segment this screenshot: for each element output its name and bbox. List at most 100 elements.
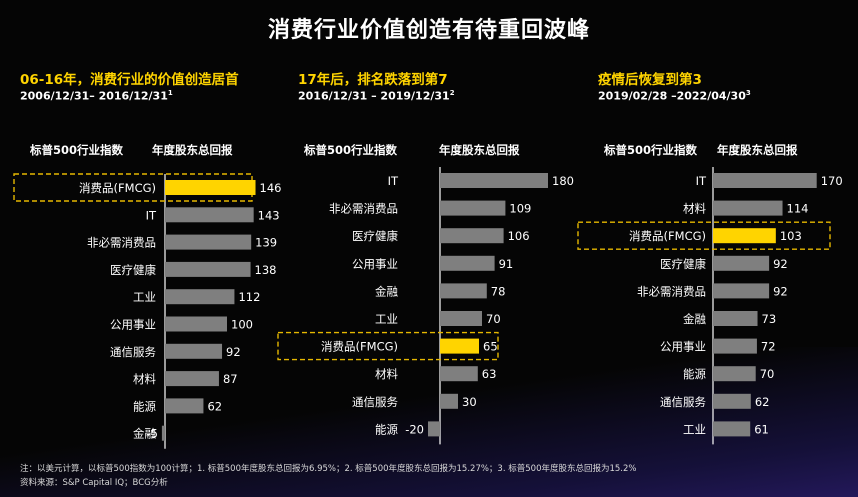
- bar: [165, 343, 223, 359]
- category-label: 非必需消费品: [637, 284, 706, 298]
- panel-heading: 06-16年，消费行业的价值创造居首: [20, 72, 239, 88]
- category-label: 消费品(FMCG): [79, 181, 156, 195]
- bar: [165, 234, 252, 250]
- value-label: 91: [499, 257, 514, 271]
- bar: [440, 311, 482, 326]
- category-label: 公用事业: [352, 257, 398, 271]
- bar: [713, 200, 783, 216]
- bar: [165, 261, 251, 277]
- panel-period: 2019/02/28 –2022/04/303: [598, 89, 751, 103]
- value-label: 61: [754, 422, 769, 436]
- value-label: 146: [260, 181, 282, 195]
- column-header-index: 标普500行业指数: [30, 143, 124, 157]
- category-label: 医疗健康: [110, 263, 156, 277]
- value-label: 87: [223, 372, 238, 386]
- bar: [165, 316, 227, 332]
- value-label: 109: [509, 202, 531, 216]
- category-label: 非必需消费品: [329, 202, 398, 216]
- page-title: 消费行业价值创造有待重回波峰: [267, 18, 590, 43]
- value-label: 92: [773, 257, 788, 271]
- bar: [713, 255, 770, 271]
- category-label: 工业: [375, 312, 398, 326]
- category-label: IT: [388, 174, 399, 188]
- category-label: 金融: [375, 284, 398, 298]
- category-label: 消费品(FMCG): [629, 229, 706, 243]
- value-label: 92: [226, 345, 241, 359]
- panel-period: 2006/12/31– 2016/12/311: [20, 89, 173, 103]
- value-label: 170: [821, 174, 843, 188]
- value-label: -5: [146, 427, 157, 441]
- bar: [440, 338, 479, 354]
- highlight-box: [577, 221, 831, 250]
- category-label: 通信服务: [110, 345, 156, 359]
- value-label: 92: [773, 284, 788, 298]
- category-label: 医疗健康: [660, 257, 706, 271]
- bar: [440, 366, 478, 382]
- value-label: 62: [755, 395, 770, 409]
- bar: [165, 371, 219, 387]
- column-header-index: 标普500行业指数: [304, 143, 398, 157]
- bar: [440, 200, 506, 216]
- value-label: 103: [780, 229, 802, 243]
- category-label: 能源: [375, 422, 398, 436]
- value-label: -20: [405, 422, 424, 436]
- value-label: 65: [483, 340, 498, 354]
- category-label: 能源: [133, 399, 156, 413]
- value-label: 114: [787, 202, 809, 216]
- category-label: 通信服务: [352, 395, 398, 409]
- bar: [713, 393, 751, 409]
- chart-panel-2006-2016: 06-16年，消费行业的价值创造居首 2006/12/31– 2016/12/3…: [13, 68, 282, 449]
- chart-panel-2016-2019: 17年后，排名跌落到第7 2016/12/31 – 2019/12/312 标普…: [277, 68, 574, 448]
- bar: [440, 283, 487, 299]
- column-header-return: 年度股东总回报: [439, 143, 520, 157]
- value-label: 62: [207, 399, 222, 413]
- bar: [440, 255, 495, 271]
- value-label: 70: [486, 312, 501, 326]
- category-label: 材料: [133, 372, 156, 386]
- bar: [713, 311, 758, 326]
- value-label: 72: [761, 340, 776, 354]
- column-header-index: 标普500行业指数: [604, 143, 698, 157]
- category-label: IT: [146, 208, 157, 222]
- bar: [713, 421, 751, 437]
- category-label: 公用事业: [660, 340, 706, 354]
- bar: [713, 228, 776, 244]
- bar: [165, 180, 256, 195]
- category-label: 公用事业: [110, 318, 156, 332]
- bar: [713, 366, 756, 382]
- bar: [165, 289, 235, 305]
- bar: [440, 393, 458, 409]
- value-label: 180: [552, 174, 574, 188]
- bar-chart: IT 180 非必需消费品 109 医疗健康 106 公用事业 91 金融 78 工业 70 消费品(F…: [277, 167, 574, 445]
- category-label: 金融: [683, 312, 706, 326]
- category-label: 医疗健康: [352, 229, 398, 243]
- bar: [161, 425, 165, 441]
- bar: [713, 173, 817, 188]
- value-label: 139: [255, 236, 277, 250]
- category-label: 能源: [683, 367, 706, 381]
- bar: [165, 207, 254, 223]
- value-label: 73: [762, 312, 777, 326]
- value-label: 138: [255, 263, 277, 277]
- value-label: 63: [482, 367, 497, 381]
- bar: [440, 173, 548, 188]
- bar: [428, 421, 440, 437]
- column-header-return: 年度股东总回报: [152, 143, 233, 157]
- highlight-box: [277, 331, 499, 361]
- category-label: 非必需消费品: [87, 236, 156, 250]
- value-label: 70: [760, 367, 775, 381]
- category-label: 消费品(FMCG): [321, 340, 398, 354]
- category-label: 工业: [133, 290, 156, 304]
- value-label: 112: [238, 290, 260, 304]
- value-label: 78: [491, 284, 506, 298]
- value-label: 143: [258, 208, 280, 222]
- bar: [165, 398, 204, 414]
- bar-chart: 消费品(FMCG) 146 IT 143 非必需消费品 139 医疗健康 138 工业 112 公用…: [13, 173, 282, 449]
- category-label: 通信服务: [660, 395, 706, 409]
- bar-chart: IT 170 材料 114 消费品(FMCG) 103 医疗健康 92 非必需消费品 92 金融 73…: [577, 167, 843, 445]
- value-label: 30: [462, 395, 477, 409]
- category-label: 金融: [133, 427, 156, 441]
- category-label: IT: [696, 174, 707, 188]
- panel-heading: 17年后，排名跌落到第7: [298, 72, 448, 88]
- category-label: 材料: [375, 367, 398, 381]
